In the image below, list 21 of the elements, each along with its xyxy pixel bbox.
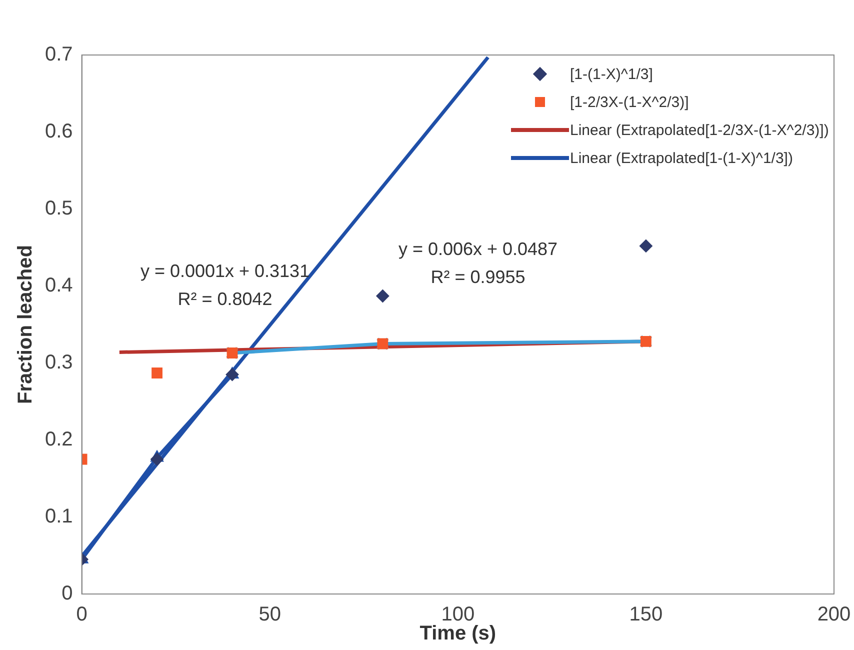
y-axis-title: Fraction leached (14, 245, 37, 404)
y-tick-label: 0.1 (44, 506, 73, 528)
x-tick-label: 200 (817, 604, 851, 626)
legend-label: [1-2/3X-(1-X^2/3)] (570, 94, 689, 110)
x-tick-label: 0 (76, 604, 88, 626)
legend-label: Linear (Extrapolated[1-(1-X)^1/3]) (570, 150, 793, 166)
y-tick-label: 0.7 (44, 44, 73, 66)
y-tick-label: 0 (62, 582, 73, 605)
legend-label: Linear (Extrapolated[1-2/3X-(1-X^2/3)]) (570, 122, 829, 138)
annotation: y = 0.006x + 0.0487 (398, 238, 558, 259)
x-tick-label: 50 (258, 604, 281, 626)
annotation: R² = 0.9955 (430, 266, 526, 287)
x-tick-label: 150 (629, 604, 663, 626)
y-tick-label: 0.3 (44, 352, 73, 374)
y-tick-label: 0.6 (44, 120, 73, 143)
annotation: y = 0.0001x + 0.3131 (140, 260, 310, 281)
legend-label: [1-(1-X)^1/3] (570, 66, 653, 82)
y-tick-label: 0.5 (44, 198, 73, 220)
y-tick-label: 0.4 (44, 274, 73, 297)
y-tick-label: 0.2 (44, 428, 73, 451)
annotation: R² = 0.8042 (178, 288, 272, 309)
